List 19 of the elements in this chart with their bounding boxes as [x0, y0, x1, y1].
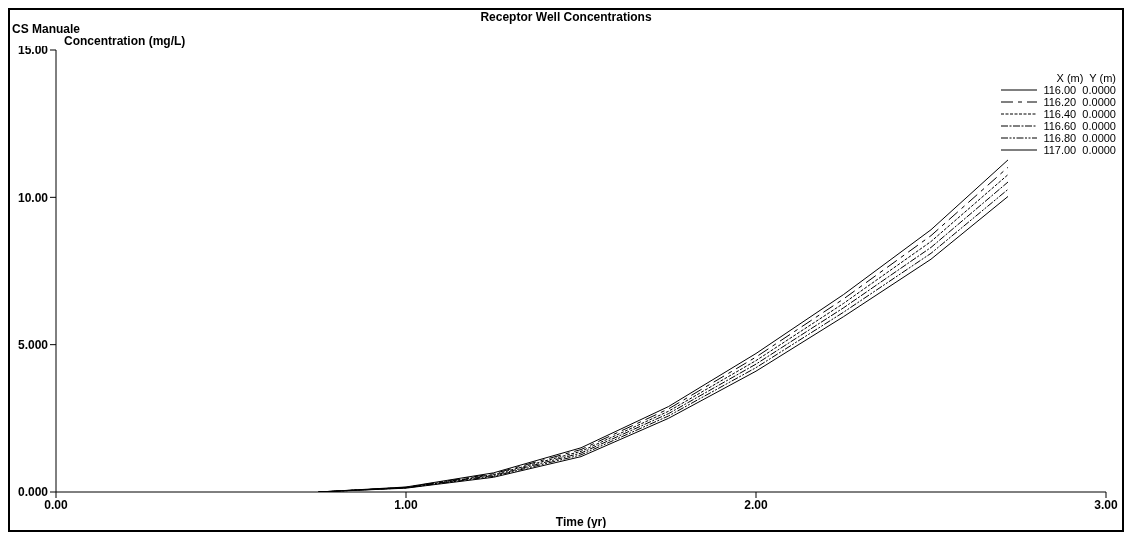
y-tick-label: 0.000 [17, 485, 49, 500]
legend-title: X (m) Y (m) [1055, 72, 1116, 84]
y-tick-label: 15.00 [17, 43, 49, 58]
legend-label: 116.40 0.0000 [1043, 108, 1116, 120]
legend-label: 116.60 0.0000 [1043, 120, 1116, 132]
x-tick-label: 3.00 [1094, 497, 1118, 512]
legend-label: 116.00 0.0000 [1043, 84, 1116, 96]
x-tick-label: 0.00 [44, 497, 68, 512]
x-axis-title: Time (yr) [555, 515, 607, 529]
y-tick-label: 10.00 [17, 190, 49, 205]
legend-label: 116.20 0.0000 [1043, 96, 1116, 108]
chart-title: Receptor Well Concentrations [480, 10, 652, 24]
x-tick-label: 2.00 [744, 497, 768, 512]
y-axis-title: Concentration (mg/L) [64, 34, 186, 48]
chart-subtitle: CS Manuale [12, 22, 81, 36]
y-tick-label: 5.000 [17, 337, 49, 352]
x-tick-label: 1.00 [394, 497, 418, 512]
legend-label: 117.00 0.0000 [1043, 144, 1116, 156]
legend-label: 116.80 0.0000 [1043, 132, 1116, 144]
